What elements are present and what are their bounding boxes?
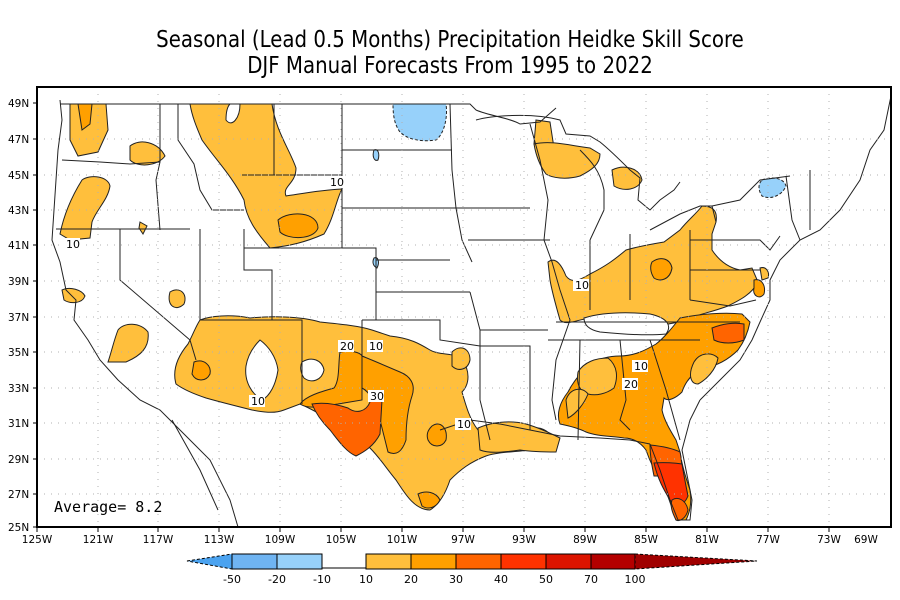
lon-tick-label: 97W <box>451 534 475 546</box>
lon-tick-label: 85W <box>634 534 658 546</box>
colorbar-label: -20 <box>268 573 286 586</box>
lon-tick-label: 121W <box>83 534 114 546</box>
lat-tick-label: 45N <box>8 170 29 182</box>
colorbar-label: 70 <box>584 573 598 586</box>
colorbar-label: 20 <box>404 573 418 586</box>
longitude-axis: 125W 121W 117W 113W 109W 105W 101W 97W 9… <box>22 527 878 546</box>
lon-tick-label: 93W <box>512 534 536 546</box>
colorbar-swatch <box>590 553 636 570</box>
contour-label: 10 <box>457 418 471 431</box>
colorbar-low-arrow <box>186 553 233 570</box>
lon-tick-label: 77W <box>756 534 780 546</box>
lon-tick-label: 69W <box>854 534 878 546</box>
colorbar-label: 30 <box>449 573 463 586</box>
lat-tick-label: 47N <box>8 134 29 146</box>
lat-tick-label: 49N <box>8 98 29 110</box>
lat-tick-label: 39N <box>8 276 29 288</box>
colorbar: -50 -20 -10 10 20 30 40 50 70 100 <box>186 553 758 586</box>
colorbar-label: 100 <box>625 573 646 586</box>
latitude-axis: 49N 47N 45N 43N 41N 39N 37N 35N 33N 31N … <box>8 98 37 534</box>
contour-label: 10 <box>369 340 383 353</box>
lat-tick-label: 35N <box>8 347 29 359</box>
contour-label: 10 <box>251 395 265 408</box>
lat-tick-label: 29N <box>8 454 29 466</box>
contour-label: 30 <box>370 390 384 403</box>
contour-label: 20 <box>624 378 638 391</box>
lat-tick-label: 27N <box>8 489 29 501</box>
lon-tick-label: 101W <box>387 534 418 546</box>
lon-tick-label: 89W <box>573 534 597 546</box>
lon-tick-label: 125W <box>22 534 53 546</box>
colorbar-swatch <box>365 553 412 570</box>
contour-label: 10 <box>330 176 344 189</box>
chart-title-line2: DJF Manual Forecasts From 1995 to 2022 <box>247 53 653 79</box>
colorbar-label: 10 <box>359 573 373 586</box>
lat-tick-label: 33N <box>8 383 29 395</box>
lat-tick-label: 43N <box>8 205 29 217</box>
map-border <box>36 86 892 528</box>
lon-tick-label: 73W <box>817 534 841 546</box>
colorbar-label: -50 <box>223 573 241 586</box>
contour-label: 10 <box>66 238 80 251</box>
lon-tick-label: 81W <box>695 534 719 546</box>
colorbar-swatch <box>231 553 278 570</box>
lat-tick-label: 41N <box>8 240 29 252</box>
lon-tick-label: 105W <box>326 534 357 546</box>
colorbar-label: 50 <box>539 573 553 586</box>
lat-tick-label: 37N <box>8 312 29 324</box>
contour-label: 10 <box>575 279 589 292</box>
lon-tick-label: 113W <box>204 534 235 546</box>
lat-tick-label: 25N <box>8 522 29 534</box>
colorbar-swatch <box>276 553 323 570</box>
contour-labels: 10 10 10 20 10 30 10 10 10 20 <box>64 176 648 431</box>
contour-label: 20 <box>340 340 354 353</box>
average-label: Average= 8.2 <box>54 498 162 516</box>
colorbar-swatch <box>500 553 547 570</box>
lon-tick-label: 109W <box>265 534 296 546</box>
colorbar-high-arrow <box>634 553 758 570</box>
colorbar-label: -10 <box>313 573 331 586</box>
shaded-regions <box>59 103 787 521</box>
colorbar-swatch <box>545 553 592 570</box>
colorbar-label: 40 <box>494 573 508 586</box>
chart-title-line1: Seasonal (Lead 0.5 Months) Precipitation… <box>156 27 744 53</box>
state-boundaries <box>51 95 892 528</box>
contour-label: 10 <box>634 360 648 373</box>
lon-tick-label: 117W <box>143 534 174 546</box>
colorbar-swatch <box>455 553 502 570</box>
colorbar-swatch <box>410 553 457 570</box>
lat-tick-label: 31N <box>8 418 29 430</box>
